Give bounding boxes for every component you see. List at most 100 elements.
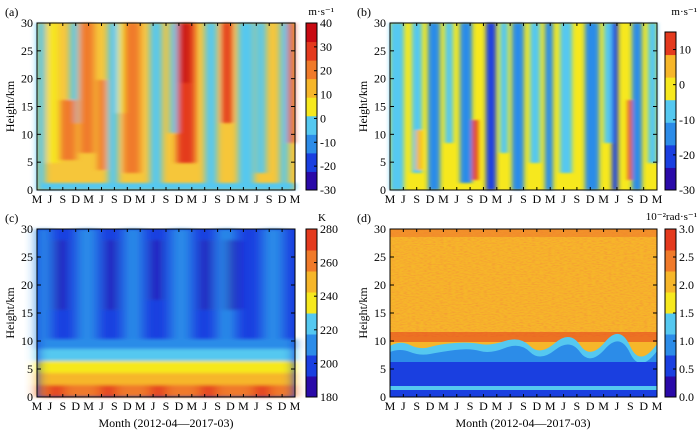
colorbar-segment — [665, 355, 676, 377]
panel-c-xlabel: Month (2012-04—2017-03) — [99, 416, 234, 430]
x-tick-label: D — [123, 192, 132, 206]
x-tick-label: M — [83, 399, 94, 413]
y-tick-label: 20 — [21, 72, 33, 86]
colorbar-segment — [665, 292, 676, 314]
colorbar-frame — [305, 228, 318, 398]
panel-b-heatmap — [390, 23, 657, 190]
y-tick-label: 15 — [21, 100, 33, 114]
x-tick-label: J — [48, 399, 53, 413]
x-tick-label: M — [652, 192, 663, 206]
x-tick-label: S — [111, 192, 118, 206]
y-tick-label: 20 — [374, 278, 386, 292]
x-tick-label: J — [254, 399, 259, 413]
y-tick-label: 15 — [374, 100, 386, 114]
colorbar-tick-label: 1.5 — [679, 306, 694, 320]
y-tick-label: 5 — [380, 362, 386, 376]
x-tick-label: J — [99, 192, 104, 206]
x-tick-label: M — [385, 399, 396, 413]
x-tick-label: D — [175, 192, 184, 206]
colorbar-segment — [306, 292, 317, 314]
x-tick-label: M — [438, 399, 449, 413]
x-tick-label: D — [226, 399, 235, 413]
colorbar-segment — [665, 334, 676, 356]
x-tick-label: D — [426, 192, 435, 206]
y-tick-label: 25 — [374, 250, 386, 264]
x-tick-label: J — [615, 192, 620, 206]
y-tick-label: 5 — [380, 155, 386, 169]
x-tick-label: S — [163, 192, 170, 206]
panel-a-ylabel: Height/km — [3, 80, 17, 132]
colorbar-segment — [665, 99, 676, 123]
x-tick-label: D — [71, 192, 80, 206]
colorbar-frame — [305, 22, 318, 191]
colorbar-segment — [306, 60, 317, 80]
x-tick-label: M — [186, 399, 197, 413]
y-tick-label: 5 — [27, 362, 33, 376]
colorbar-tick-label: 0 — [320, 111, 326, 125]
y-tick-label: 30 — [21, 222, 33, 236]
colorbar-segment — [306, 376, 317, 398]
colorbar-tick-label: 180 — [320, 390, 338, 404]
x-tick-label: D — [533, 399, 542, 413]
y-tick-label: 10 — [374, 127, 386, 141]
y-tick-label: 15 — [21, 306, 33, 320]
x-tick-label: M — [290, 399, 301, 413]
x-tick-label: J — [454, 192, 459, 206]
panel-b-unit: m·s⁻¹ — [671, 6, 697, 18]
colorbar-segment — [306, 115, 317, 135]
x-tick-label: J — [202, 399, 207, 413]
x-tick-label: S — [413, 399, 420, 413]
y-tick-label: 30 — [374, 222, 386, 236]
y-tick-label: 30 — [374, 16, 386, 30]
x-tick-label: S — [574, 399, 581, 413]
y-tick-label: 20 — [374, 72, 386, 86]
panel-d-colorbar: 0.0 0.5 1.0 1.5 2.0 2.5 3.0 — [664, 222, 694, 404]
x-tick-label: J — [561, 399, 566, 413]
colorbar-segment — [306, 152, 317, 172]
colorbar-tick-label: 10 — [679, 43, 691, 57]
x-tick-label: M — [652, 399, 663, 413]
x-tick-label: S — [266, 399, 273, 413]
y-tick-label: 25 — [21, 250, 33, 264]
panel-b-colorbar: -30 -20 -10 0 10 — [664, 31, 695, 197]
colorbar-segment — [665, 54, 676, 78]
colorbar-segment — [306, 313, 317, 335]
panel-c-label: (c) — [5, 211, 18, 225]
y-tick-label: 0 — [380, 183, 386, 197]
colorbar-segment — [665, 122, 676, 146]
x-tick-label: S — [59, 192, 66, 206]
colorbar-tick-label: 3.0 — [679, 222, 694, 236]
y-tick-label: 5 — [27, 155, 33, 169]
colorbar-tick-label: 280 — [320, 222, 338, 236]
colorbar-segment — [306, 229, 317, 251]
x-tick-label: S — [214, 399, 221, 413]
panel-a-heatmap — [37, 23, 295, 190]
colorbar-segment — [665, 77, 676, 101]
y-tick-label: 20 — [21, 278, 33, 292]
y-tick-label: 25 — [374, 44, 386, 58]
x-tick-label: M — [491, 399, 502, 413]
x-tick-label: M — [545, 192, 556, 206]
y-tick-label: 10 — [374, 334, 386, 348]
colorbar-tick-label: -10 — [679, 113, 695, 127]
x-tick-label: J — [508, 399, 513, 413]
colorbar-tick-label: 30 — [320, 40, 332, 54]
x-tick-label: S — [413, 192, 420, 206]
x-tick-label: M — [290, 192, 301, 206]
x-tick-label: S — [520, 192, 527, 206]
x-tick-label: S — [574, 192, 581, 206]
x-tick-label: J — [151, 192, 156, 206]
x-tick-label: M — [598, 399, 609, 413]
colorbar-tick-label: 200 — [320, 356, 338, 370]
colorbar-segment — [665, 32, 676, 56]
x-tick-label: M — [238, 399, 249, 413]
y-tick-label: 0 — [380, 390, 386, 404]
colorbar-tick-label: 0 — [679, 78, 685, 92]
panel-b-ylabel: Height/km — [356, 80, 370, 132]
x-tick-label: S — [214, 192, 221, 206]
panel-d-xlabel: Month (2012-04—2017-03) — [456, 416, 591, 430]
